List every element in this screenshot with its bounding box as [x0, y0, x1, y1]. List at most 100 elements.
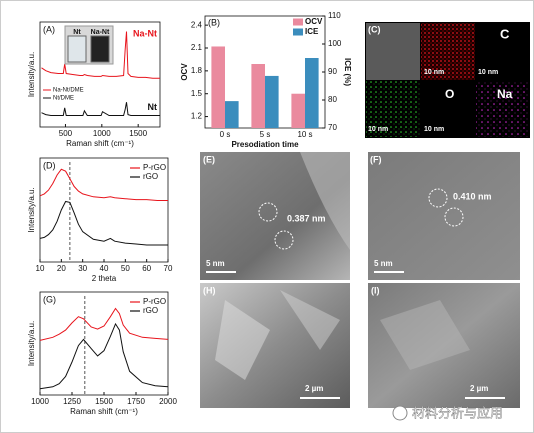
x-tick-label: 1000 [93, 129, 111, 138]
panel-label: (D) [43, 160, 56, 170]
x-tick-label: 10 [36, 264, 45, 273]
y-axis-label: Intensity/a.u. [27, 52, 36, 97]
vial [90, 35, 110, 63]
vial [67, 35, 87, 63]
scale-bar-label: 5 nm [206, 259, 225, 268]
panel-label: (C) [368, 24, 381, 34]
y-axis-label: Intensity/a.u. [27, 187, 36, 232]
legend-label: rGO [143, 172, 158, 181]
y-axis-label: OCV [180, 63, 189, 81]
legend-swatch [293, 18, 303, 26]
panel-label: (H) [203, 285, 216, 295]
x-tick-label: 60 [142, 264, 151, 273]
panel-label: (I) [371, 285, 380, 295]
watermark-text: 材料分析与应用 [412, 405, 503, 420]
x-tick-label: 40 [100, 264, 109, 273]
x-tick-label: 500 [59, 129, 73, 138]
x-tick-label: 70 [164, 264, 173, 273]
bar [211, 46, 225, 128]
scale-bar-label: 5 nm [374, 259, 393, 268]
panel-f: (F) 0.410 nm 5 nm [368, 152, 520, 280]
x-tick-label: 10 s [297, 130, 312, 139]
bar [305, 58, 319, 128]
x-axis-label: Presodiation time [231, 140, 299, 149]
vacuum-region [300, 152, 350, 250]
y2-tick-label: 90 [328, 67, 337, 76]
series-line [39, 307, 169, 341]
x-axis-label: Raman shift (cm⁻¹) [66, 139, 134, 148]
panel-i: (I) 2 µm [368, 283, 520, 408]
x-axis-label: 2 theta [92, 274, 117, 283]
haadf-image [366, 23, 420, 80]
bar [225, 101, 239, 128]
x-tick-label: 20 [57, 264, 66, 273]
panel-label: (E) [203, 154, 215, 164]
x-tick-label: 1750 [127, 397, 145, 406]
legend-label: Nt/DME [53, 96, 74, 102]
bar [265, 75, 279, 128]
panel-h: (H) 2 µm [200, 283, 350, 408]
scale-bar-label: 10 nm [368, 126, 388, 133]
y-axis-label: Intensity/a.u. [27, 321, 36, 366]
watermark-icon [392, 405, 408, 421]
panel-e: (E) 0.387 nm 5 nm [200, 152, 350, 280]
sheet [280, 290, 340, 350]
legend-label: Na-Nt/DME [53, 88, 84, 94]
scale-bar-label: 2 µm [305, 384, 323, 393]
y-tick-label: 1.2 [191, 112, 203, 121]
panel-label: (A) [43, 24, 55, 34]
x-tick-label: 1000 [31, 397, 49, 406]
blank-map [476, 23, 529, 80]
x-tick-label: 5 s [260, 130, 271, 139]
legend-label: P-rGO [143, 163, 166, 172]
element-label: C [500, 26, 510, 41]
bar [291, 93, 305, 128]
inset-label: Nt [73, 29, 81, 36]
x-tick-label: 50 [121, 264, 130, 273]
d-spacing-label: 0.410 nm [453, 191, 492, 201]
y-tick-label: 1.5 [191, 89, 203, 98]
x-tick-label: 1250 [63, 397, 81, 406]
tem-image [368, 152, 520, 280]
element-label: Na [497, 87, 513, 101]
series-line [39, 322, 169, 390]
x-tick-label: 2000 [159, 397, 177, 406]
inset-label: Na-Nt [91, 29, 110, 36]
y2-tick-label: 70 [328, 123, 337, 132]
series-line [39, 168, 168, 201]
legend-label: OCV [305, 17, 323, 26]
y-tick-label: 2.4 [191, 20, 203, 29]
series-label: Nt [148, 102, 158, 112]
carbon-map [421, 23, 475, 80]
y2-tick-label: 110 [328, 11, 341, 20]
x-tick-label: 1500 [129, 129, 147, 138]
lattice-circle [258, 202, 278, 222]
lattice-circle [274, 230, 294, 250]
y2-tick-label: 80 [328, 95, 337, 104]
legend-label: P-rGO [143, 297, 166, 306]
sodium-map [476, 81, 529, 137]
x-axis-label: Raman shift (cm⁻¹) [70, 407, 138, 416]
plot-frame [39, 21, 161, 128]
x-tick-label: 30 [78, 264, 87, 273]
sheet [215, 300, 270, 380]
scale-bar-label: 10 nm [424, 69, 444, 76]
y2-axis-label: ICE (%) [343, 58, 352, 86]
panel-label: (F) [370, 154, 382, 164]
panel-label: (B) [208, 17, 220, 27]
element-label: O [445, 87, 454, 101]
scale-bar-label: 10 nm [478, 69, 498, 76]
x-tick-label: 1500 [95, 397, 113, 406]
series-line [41, 102, 160, 116]
scale-bar-label: 2 µm [470, 384, 488, 393]
blank-map [421, 81, 475, 137]
legend-label: rGO [143, 306, 158, 315]
scale-bar-label: 10 nm [424, 126, 444, 133]
panel-c: (C) C O Na 10 nm 10 nm 10 nm 10 nm [365, 22, 530, 138]
y-tick-label: 2.1 [191, 43, 203, 52]
series-line [41, 31, 160, 79]
series-line [39, 200, 168, 246]
oxygen-map [366, 81, 420, 137]
y-tick-label: 1.8 [191, 66, 203, 75]
